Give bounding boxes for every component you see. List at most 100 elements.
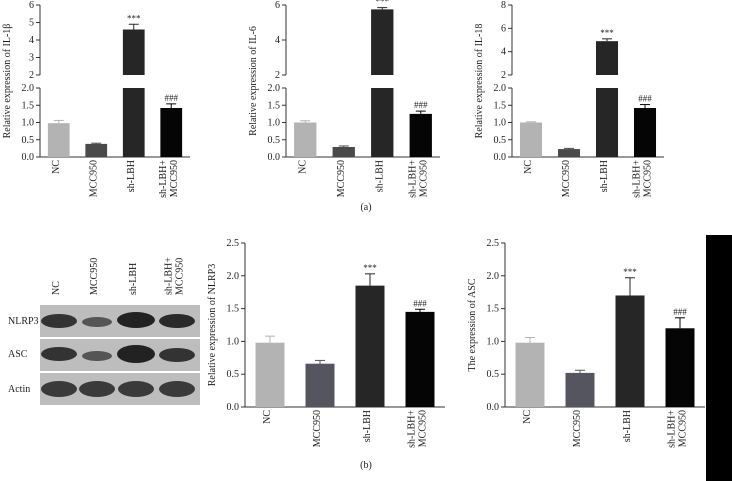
significance: ### <box>165 93 179 103</box>
y-tick-label: 0.5 <box>268 135 281 146</box>
y-tick-label: 2.5 <box>487 238 500 249</box>
significance: *** <box>363 263 377 273</box>
y-tick-label: 2 <box>275 70 280 81</box>
bar <box>519 122 543 157</box>
bar-upper <box>122 29 145 75</box>
y-tick-label: 2.0 <box>22 83 35 94</box>
bar <box>371 88 394 157</box>
y-tick-label: 6 <box>29 0 34 11</box>
lane-label: sh-LBH <box>128 263 139 295</box>
y-tick-label: 4 <box>275 35 280 46</box>
y-tick-label: 2.0 <box>227 271 240 282</box>
x-tick-label: MCC950 <box>312 410 323 447</box>
bar-upper <box>595 41 619 75</box>
y-tick-label: 0.0 <box>22 152 35 163</box>
bar <box>294 122 317 157</box>
bar <box>633 108 657 157</box>
row-label: ASC <box>8 349 28 360</box>
y-tick-label: 2.0 <box>494 83 507 94</box>
bar <box>160 108 183 157</box>
bar <box>595 88 619 157</box>
significance: *** <box>600 28 614 38</box>
y-tick-label: 1.0 <box>494 118 507 129</box>
x-tick-label: MCC950 <box>336 160 347 197</box>
y-tick-label: 0.5 <box>494 135 507 146</box>
x-tick-label: sh-LBH <box>599 160 610 192</box>
bar <box>355 285 385 407</box>
x-tick-label: sh-LBH+MCC950 <box>407 160 429 198</box>
y-axis-label: Relative expression of NLRP3 <box>207 264 218 386</box>
bar <box>557 149 581 157</box>
x-tick-label: sh-LBH <box>126 160 137 192</box>
y-tick-label: 1.0 <box>22 118 35 129</box>
y-tick-label: 2.0 <box>268 83 281 94</box>
bar <box>332 146 355 157</box>
x-tick-label: sh-LBH+MCC950 <box>407 410 429 448</box>
y-tick-label: 1.5 <box>227 304 240 315</box>
bar <box>305 363 335 407</box>
significance: *** <box>127 13 141 23</box>
y-tick-label: 4 <box>29 35 34 46</box>
bar <box>405 311 435 407</box>
panel-label: (b) <box>360 460 372 471</box>
y-tick-label: 1.0 <box>268 118 281 129</box>
bar <box>615 295 645 407</box>
lane-label: MCC950 <box>89 258 100 295</box>
x-tick-label: sh-LBH+MCC950 <box>667 410 689 448</box>
bar <box>665 328 695 407</box>
x-tick-label: NC <box>297 160 308 174</box>
y-axis-label: Relative expression of IL-1β <box>2 24 13 139</box>
x-tick-label: NC <box>523 160 534 174</box>
lane-label: sh-LBH+MCC950 <box>164 257 186 295</box>
y-tick-label: 8 <box>501 0 506 11</box>
y-tick-label: 1.5 <box>487 304 500 315</box>
y-tick-label: 2 <box>501 70 506 81</box>
x-tick-label: NC <box>51 160 62 174</box>
bar <box>47 123 70 157</box>
x-tick-label: sh-LBH <box>362 410 373 442</box>
significance: ### <box>673 307 687 317</box>
y-tick-label: 2 <box>29 70 34 81</box>
y-tick-label: 0.0 <box>268 152 281 163</box>
bar <box>255 342 285 407</box>
y-tick-label: 0.0 <box>487 402 500 413</box>
y-tick-label: 6 <box>501 23 506 34</box>
y-tick-label: 1.5 <box>268 100 281 111</box>
y-tick-label: 4 <box>501 47 506 58</box>
x-tick-label: sh-LBH+MCC950 <box>158 160 180 198</box>
x-tick-label: MCC950 <box>561 160 572 197</box>
row-label: NLRP3 <box>8 316 39 327</box>
y-tick-label: 5 <box>29 18 34 29</box>
y-axis-label: Relative expression of IL-6 <box>248 26 259 136</box>
x-tick-label: MCC950 <box>572 410 583 447</box>
x-tick-label: sh-LBH <box>622 410 633 442</box>
significance: *** <box>376 0 390 7</box>
lane-label: NC <box>51 281 62 295</box>
bar-upper <box>371 9 394 75</box>
x-tick-label: MCC950 <box>88 160 99 197</box>
y-tick-label: 1.5 <box>494 100 507 111</box>
y-tick-label: 0.5 <box>487 369 500 380</box>
bar <box>409 113 432 157</box>
edge-bar <box>706 235 732 481</box>
bar <box>565 372 595 407</box>
y-tick-label: 3 <box>29 53 34 64</box>
panel-label: (a) <box>360 202 371 213</box>
blot-image <box>40 305 200 405</box>
y-tick-label: 6 <box>275 0 280 11</box>
significance: *** <box>623 267 637 277</box>
y-tick-label: 0.5 <box>227 369 240 380</box>
y-axis-label: Relative expression of IL-18 <box>474 24 485 139</box>
y-tick-label: 1.0 <box>227 336 240 347</box>
row-label: Actin <box>8 384 30 395</box>
y-tick-label: 2.0 <box>487 271 500 282</box>
bar <box>515 342 545 407</box>
x-tick-label: NC <box>522 410 533 424</box>
bar <box>85 143 108 157</box>
significance: ### <box>414 100 428 110</box>
y-tick-label: 2.5 <box>227 238 240 249</box>
y-axis-label: The expression of ASC <box>467 278 478 371</box>
significance: ### <box>638 94 652 104</box>
